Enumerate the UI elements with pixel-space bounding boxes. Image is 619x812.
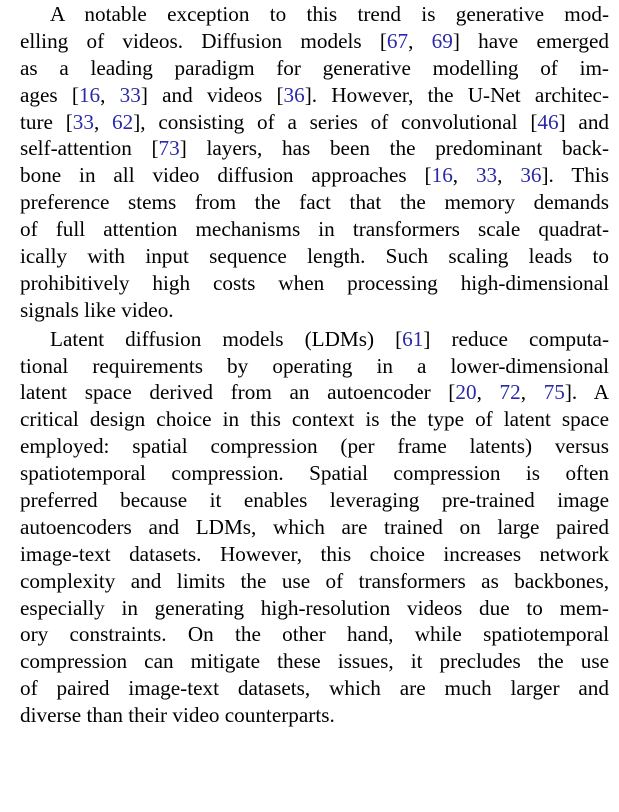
text-span: , (408, 28, 432, 53)
text-span: ory constraints. On the other hand, whil… (20, 622, 609, 647)
citation-link[interactable]: 16 (78, 82, 101, 107)
text-span: Latent diffusion models (LDMs) [ (50, 326, 403, 351)
citation-link[interactable]: 46 (537, 109, 559, 134)
text-span: ]. This (541, 163, 610, 188)
text-line: preferred because it enables leveraging … (20, 487, 609, 514)
citation-link[interactable]: 75 (543, 380, 565, 405)
text-line: elling of videos. Diffusion models [67, … (20, 28, 609, 55)
text-span: especially in generating high-resolution… (20, 595, 609, 620)
text-line: A notable exception to this trend is gen… (20, 1, 609, 28)
text-line: autoencoders and LDMs, which are trained… (20, 514, 609, 541)
text-span: complexity and limits the use of transfo… (20, 568, 609, 593)
citation-link[interactable]: 36 (520, 163, 542, 188)
citation-link[interactable]: 33 (119, 82, 141, 107)
text-line: latent space derived from an autoencoder… (20, 379, 609, 406)
text-span: critical design choice in this context i… (20, 407, 609, 432)
text-line: ically with input sequence length. Such … (20, 243, 609, 270)
text-span: tional requirements by operating in a lo… (20, 353, 609, 378)
text-line: employed: spatial compression (per frame… (20, 433, 609, 460)
text-span: ] reduce computa- (423, 326, 609, 351)
text-line: critical design choice in this context i… (20, 406, 609, 433)
text-span: preference stems from the fact that the … (20, 190, 609, 215)
text-line: image-text datasets. However, this choic… (20, 541, 609, 568)
text-span: self-attention [ (20, 136, 159, 161)
citation-link[interactable]: 33 (475, 163, 498, 188)
text-line: diverse than their video counterparts. (20, 702, 609, 729)
text-span: ]. A (564, 380, 610, 405)
text-span: , (476, 380, 500, 405)
text-span: compression can mitigate these issues, i… (20, 649, 609, 674)
citation-link[interactable]: 36 (283, 82, 305, 107)
text-line: of full attention mechanisms in transfor… (20, 216, 609, 243)
citation-link[interactable]: 33 (72, 109, 94, 134)
text-span: , (520, 380, 544, 405)
text-span: , (452, 163, 476, 188)
text-span: of paired image-text datasets, which are… (20, 676, 609, 701)
text-span: ically with input sequence length. Such … (20, 244, 609, 269)
text-line: of paired image-text datasets, which are… (20, 675, 609, 702)
citation-link[interactable]: 62 (112, 109, 134, 134)
text-span: latent space derived from an autoencoder… (20, 380, 456, 405)
text-span: ]. However, the U-Net architec- (304, 82, 610, 107)
text-span: ] and videos [ (140, 82, 284, 107)
text-span: ] and (558, 109, 610, 134)
text-line: complexity and limits the use of transfo… (20, 568, 609, 595)
text-line: as a leading paradigm for generative mod… (20, 55, 609, 82)
text-span: employed: spatial compression (per frame… (20, 434, 609, 459)
text-span: ture [ (20, 109, 73, 134)
text-span: autoencoders and LDMs, which are trained… (20, 514, 609, 539)
text-span: spatiotemporal compression. Spatial comp… (20, 461, 609, 486)
text-span: ], consisting of a series of convolution… (133, 109, 538, 134)
text-line: ory constraints. On the other hand, whil… (20, 621, 609, 648)
paragraph-container: A notable exception to this trend is gen… (20, 1, 609, 729)
paper-body: A notable exception to this trend is gen… (20, 1, 609, 729)
text-span: preferred because it enables leveraging … (20, 488, 609, 513)
text-span: , (93, 109, 113, 134)
citation-link[interactable]: 16 (431, 163, 453, 188)
citation-link[interactable]: 20 (455, 380, 477, 405)
text-span: , (497, 163, 521, 188)
text-line: ture [33, 62], consisting of a series of… (20, 109, 609, 136)
text-line: ages [16, 33] and videos [36]. However, … (20, 82, 609, 109)
text-span: elling of videos. Diffusion models [ (20, 28, 387, 53)
citation-link[interactable]: 73 (158, 136, 180, 161)
text-line: preference stems from the fact that the … (20, 189, 609, 216)
text-span: , (100, 82, 120, 107)
text-line: spatiotemporal compression. Spatial comp… (20, 460, 609, 487)
text-span: signals like video. (20, 297, 174, 322)
text-line: tional requirements by operating in a lo… (20, 353, 609, 380)
text-line: prohibitively high costs when processing… (20, 270, 609, 297)
citation-link[interactable]: 69 (431, 28, 453, 53)
text-span: diverse than their video counterparts. (20, 703, 335, 728)
text-span: as a leading paradigm for generative mod… (20, 55, 609, 80)
text-span: A notable exception to this trend is gen… (50, 2, 609, 26)
text-line: compression can mitigate these issues, i… (20, 648, 609, 675)
text-span: bone in all video diffusion approaches [ (20, 163, 432, 188)
text-span: ] have emerged (452, 28, 609, 53)
text-line: bone in all video diffusion approaches [… (20, 162, 609, 189)
text-line: self-attention [73] layers, has been the… (20, 135, 609, 162)
citation-link[interactable]: 61 (402, 326, 424, 351)
text-line: signals like video. (20, 297, 609, 324)
text-span: prohibitively high costs when processing… (20, 270, 609, 295)
text-span: ages [ (20, 82, 79, 107)
text-span: of full attention mechanisms in transfor… (20, 217, 609, 242)
citation-link[interactable]: 72 (499, 380, 521, 405)
paragraph: Latent diffusion models (LDMs) [61] redu… (20, 326, 609, 729)
text-span: image-text datasets. However, this choic… (20, 541, 609, 566)
paragraph: A notable exception to this trend is gen… (20, 1, 609, 324)
text-line: Latent diffusion models (LDMs) [61] redu… (20, 326, 609, 353)
text-span: ] layers, has been the predominant back- (179, 136, 610, 161)
citation-link[interactable]: 67 (386, 28, 409, 53)
text-line: especially in generating high-resolution… (20, 595, 609, 622)
